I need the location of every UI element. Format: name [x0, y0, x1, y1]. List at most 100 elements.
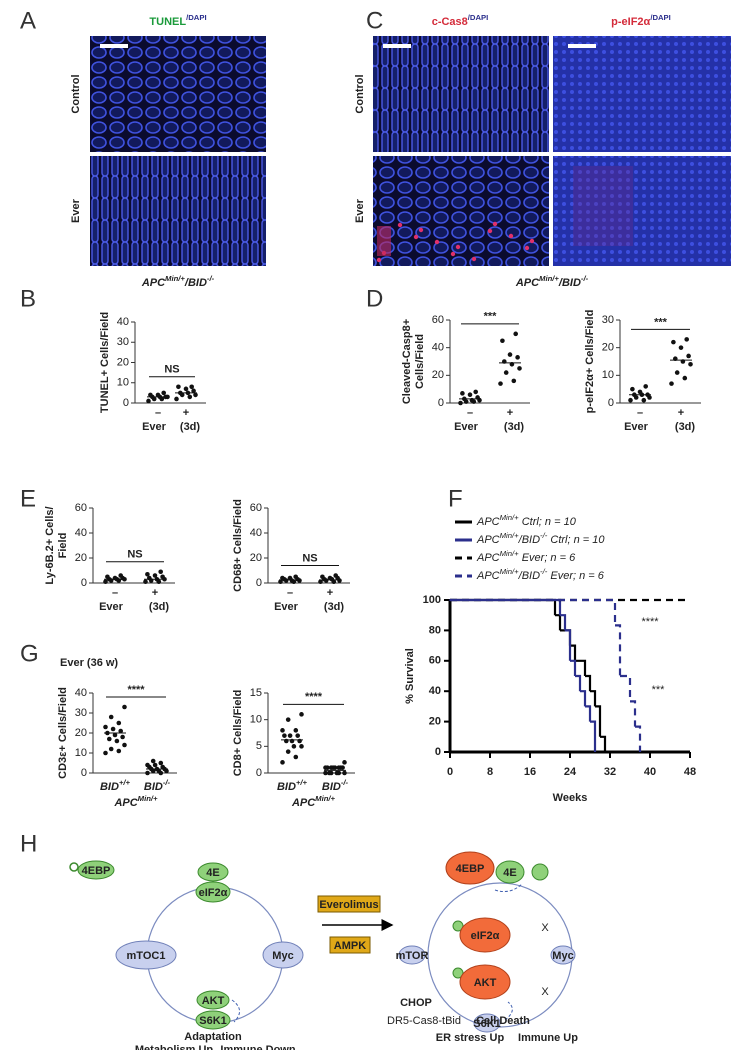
data-point — [282, 733, 287, 738]
survival-start — [449, 599, 451, 601]
stain — [413, 234, 419, 240]
y-tick-label: 20 — [432, 369, 444, 381]
data-point — [498, 381, 503, 386]
y-axis-label: CD3ε+ Cells/Field — [57, 687, 69, 779]
y-tick-label: 60 — [432, 314, 444, 326]
inhibition-mark: X — [541, 986, 549, 998]
node — [550, 945, 576, 965]
data-point — [174, 396, 179, 402]
text-part: +/+ — [119, 778, 131, 787]
panel-label: E — [20, 485, 36, 512]
text-part: APC — [476, 516, 500, 528]
x-tick-label: 0 — [447, 766, 453, 778]
node — [459, 964, 511, 1000]
data-point — [293, 728, 299, 733]
text-part: +/+ — [296, 778, 308, 787]
stain — [524, 245, 530, 251]
data-point — [297, 738, 302, 744]
mediator: CHOP — [400, 997, 432, 1009]
data-point — [143, 579, 148, 585]
text-part: Min/+ — [500, 531, 520, 540]
annotation: **** — [641, 616, 659, 628]
legend-label: APCMin/+ Ever; n = 6 — [476, 549, 576, 564]
x-tick-label: – — [637, 407, 643, 419]
y-tick-label: 10 — [75, 747, 87, 759]
text-part: /BID — [558, 277, 581, 289]
feedback-arrow — [494, 883, 523, 892]
y-axis-label: Field — [57, 533, 69, 559]
text-part: Min/+ — [165, 274, 185, 283]
data-point — [160, 764, 165, 770]
data-point — [150, 758, 156, 764]
text-part: APC — [515, 277, 540, 289]
panel-title: TUNEL/DAPI — [149, 13, 206, 28]
data-point — [116, 748, 122, 754]
y-tick-label: 40 — [117, 316, 129, 328]
x-axis-label: Ever — [274, 601, 299, 613]
text-part: -/- — [163, 778, 171, 787]
data-point — [118, 573, 123, 578]
text-part: /BID — [518, 534, 540, 546]
y-tick-label: 0 — [81, 767, 87, 779]
micrograph — [373, 36, 549, 152]
y-tick-label: 40 — [250, 527, 262, 539]
y-tick-label: 5 — [256, 740, 262, 752]
small-node — [452, 967, 464, 979]
survival-step — [580, 690, 587, 707]
y-tick-label: 10 — [117, 377, 129, 389]
x-axis-label: Ever — [624, 421, 649, 433]
y-tick-label: 0 — [608, 397, 614, 409]
data-point — [686, 353, 691, 359]
text-part: APC — [476, 534, 500, 546]
y-axis-label: CD8+ Cells/Field — [232, 690, 244, 777]
data-point — [295, 733, 301, 738]
data-point — [460, 391, 465, 396]
text-part: Min/+ — [539, 274, 559, 283]
significance-label: **** — [305, 691, 323, 703]
survival-step — [450, 598, 562, 616]
y-tick-label: 15 — [250, 687, 262, 699]
y-tick-label: 30 — [602, 314, 614, 326]
y-axis-label: TUNEL+ Cells/Field — [99, 312, 111, 413]
chart-title: Ever (36 w) — [60, 657, 118, 669]
y-tick-label: 0 — [123, 397, 129, 409]
data-point — [674, 370, 680, 375]
data-point — [287, 575, 293, 581]
survival-step — [450, 598, 557, 616]
data-point — [628, 397, 633, 403]
survival-step — [585, 674, 592, 692]
node — [195, 881, 231, 903]
text-part: APC — [476, 570, 500, 582]
data-point — [318, 579, 323, 585]
x-axis-note: (3d) — [149, 601, 170, 613]
stain — [573, 166, 633, 246]
node-label: eIF2α — [199, 887, 228, 899]
node — [398, 945, 426, 965]
data-point — [291, 744, 297, 749]
data-point — [145, 770, 150, 776]
effect: ER stress Up — [436, 1032, 505, 1044]
data-point — [160, 574, 165, 580]
data-point — [299, 712, 304, 717]
data-point — [193, 392, 198, 398]
panel-label: H — [20, 830, 37, 857]
data-point — [684, 337, 689, 342]
text-part: BID — [322, 781, 341, 793]
node-label: S6K1 — [473, 1018, 501, 1030]
y-tick-label: 20 — [75, 552, 87, 564]
x-axis-note: (3d) — [180, 421, 201, 433]
survival-step — [555, 614, 562, 631]
data-point — [146, 398, 151, 404]
x-tick-label: 24 — [564, 766, 577, 778]
text-part: -/- — [540, 531, 548, 540]
x-axis-note: (3d) — [675, 421, 696, 433]
data-point — [500, 338, 505, 344]
feedback-arrow — [504, 1001, 513, 1021]
y-tick-label: 10 — [250, 714, 262, 726]
y-axis-label: Ly-6B.2+ Cells/ — [44, 506, 56, 584]
survival-step — [560, 614, 567, 631]
data-point — [284, 738, 289, 744]
text-part: BID — [277, 781, 296, 793]
x-axis-note: (3d) — [504, 421, 525, 433]
